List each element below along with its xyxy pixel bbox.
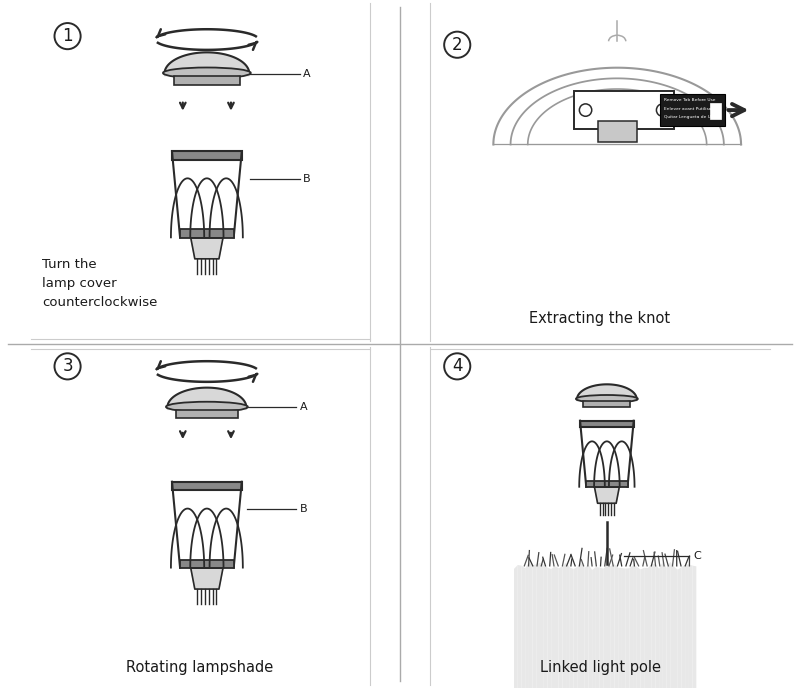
Polygon shape — [596, 567, 599, 688]
Polygon shape — [685, 564, 689, 688]
Polygon shape — [655, 564, 659, 688]
Text: Rotating lampshade: Rotating lampshade — [126, 660, 274, 675]
FancyBboxPatch shape — [176, 410, 238, 418]
Polygon shape — [533, 564, 536, 688]
Text: 2: 2 — [452, 36, 462, 54]
FancyBboxPatch shape — [659, 94, 725, 127]
Text: 3: 3 — [62, 357, 73, 376]
Polygon shape — [603, 566, 607, 688]
Polygon shape — [577, 385, 637, 400]
Polygon shape — [610, 564, 614, 688]
Polygon shape — [637, 567, 641, 688]
Polygon shape — [514, 565, 518, 688]
Polygon shape — [678, 567, 682, 688]
Polygon shape — [630, 566, 633, 688]
Polygon shape — [585, 565, 589, 688]
FancyBboxPatch shape — [172, 151, 242, 160]
Polygon shape — [607, 566, 610, 688]
Polygon shape — [529, 562, 533, 688]
Polygon shape — [626, 568, 630, 688]
Polygon shape — [589, 565, 592, 688]
Polygon shape — [547, 568, 551, 688]
FancyBboxPatch shape — [172, 482, 242, 490]
Polygon shape — [578, 563, 581, 688]
Text: B: B — [300, 504, 307, 514]
Polygon shape — [693, 566, 696, 688]
Text: C: C — [693, 550, 701, 561]
Polygon shape — [540, 563, 544, 688]
Polygon shape — [555, 566, 558, 688]
Polygon shape — [689, 564, 693, 688]
Polygon shape — [574, 567, 578, 688]
Polygon shape — [663, 562, 666, 688]
Polygon shape — [666, 562, 670, 688]
Polygon shape — [674, 567, 678, 688]
FancyBboxPatch shape — [180, 229, 234, 238]
Text: Linked light pole: Linked light pole — [539, 660, 661, 675]
Polygon shape — [633, 566, 637, 688]
Polygon shape — [562, 563, 566, 688]
Polygon shape — [566, 563, 570, 688]
Text: 4: 4 — [452, 357, 462, 376]
Polygon shape — [592, 567, 596, 688]
Polygon shape — [190, 238, 223, 259]
Polygon shape — [544, 565, 547, 688]
Polygon shape — [659, 562, 663, 688]
Polygon shape — [622, 568, 626, 688]
FancyBboxPatch shape — [710, 103, 721, 119]
Text: Enlever avant Putilisation: Enlever avant Putilisation — [664, 107, 719, 111]
Ellipse shape — [576, 395, 638, 402]
FancyBboxPatch shape — [580, 421, 634, 427]
Text: A: A — [303, 69, 311, 79]
Polygon shape — [652, 564, 655, 688]
Polygon shape — [522, 566, 525, 688]
FancyBboxPatch shape — [574, 92, 674, 129]
Polygon shape — [536, 563, 540, 688]
Text: Turn the
lamp cover
counterclockwise: Turn the lamp cover counterclockwise — [42, 258, 157, 309]
Polygon shape — [682, 565, 685, 688]
Text: A: A — [300, 402, 307, 411]
Ellipse shape — [166, 402, 248, 412]
FancyBboxPatch shape — [586, 480, 627, 487]
Polygon shape — [525, 562, 529, 688]
Polygon shape — [165, 52, 250, 76]
Polygon shape — [581, 563, 585, 688]
Polygon shape — [190, 568, 223, 589]
Polygon shape — [618, 568, 622, 688]
Polygon shape — [670, 562, 674, 688]
FancyBboxPatch shape — [583, 401, 630, 407]
Text: Extracting the knot: Extracting the knot — [530, 311, 670, 325]
Polygon shape — [570, 568, 574, 688]
Polygon shape — [641, 568, 644, 688]
Polygon shape — [599, 568, 603, 688]
Polygon shape — [518, 565, 522, 688]
FancyBboxPatch shape — [174, 76, 240, 85]
Polygon shape — [648, 564, 652, 688]
Ellipse shape — [163, 67, 250, 78]
Text: 1: 1 — [62, 27, 73, 45]
Polygon shape — [594, 487, 619, 504]
Polygon shape — [167, 387, 246, 409]
Text: B: B — [303, 174, 311, 184]
FancyBboxPatch shape — [598, 121, 637, 142]
Polygon shape — [644, 568, 648, 688]
Polygon shape — [614, 564, 618, 688]
Text: Quitar Lengueta de Uso: Quitar Lengueta de Uso — [664, 115, 715, 119]
Text: Remove Tab Before Use: Remove Tab Before Use — [664, 98, 715, 103]
Polygon shape — [551, 566, 555, 688]
FancyBboxPatch shape — [180, 559, 234, 568]
Polygon shape — [558, 567, 562, 688]
